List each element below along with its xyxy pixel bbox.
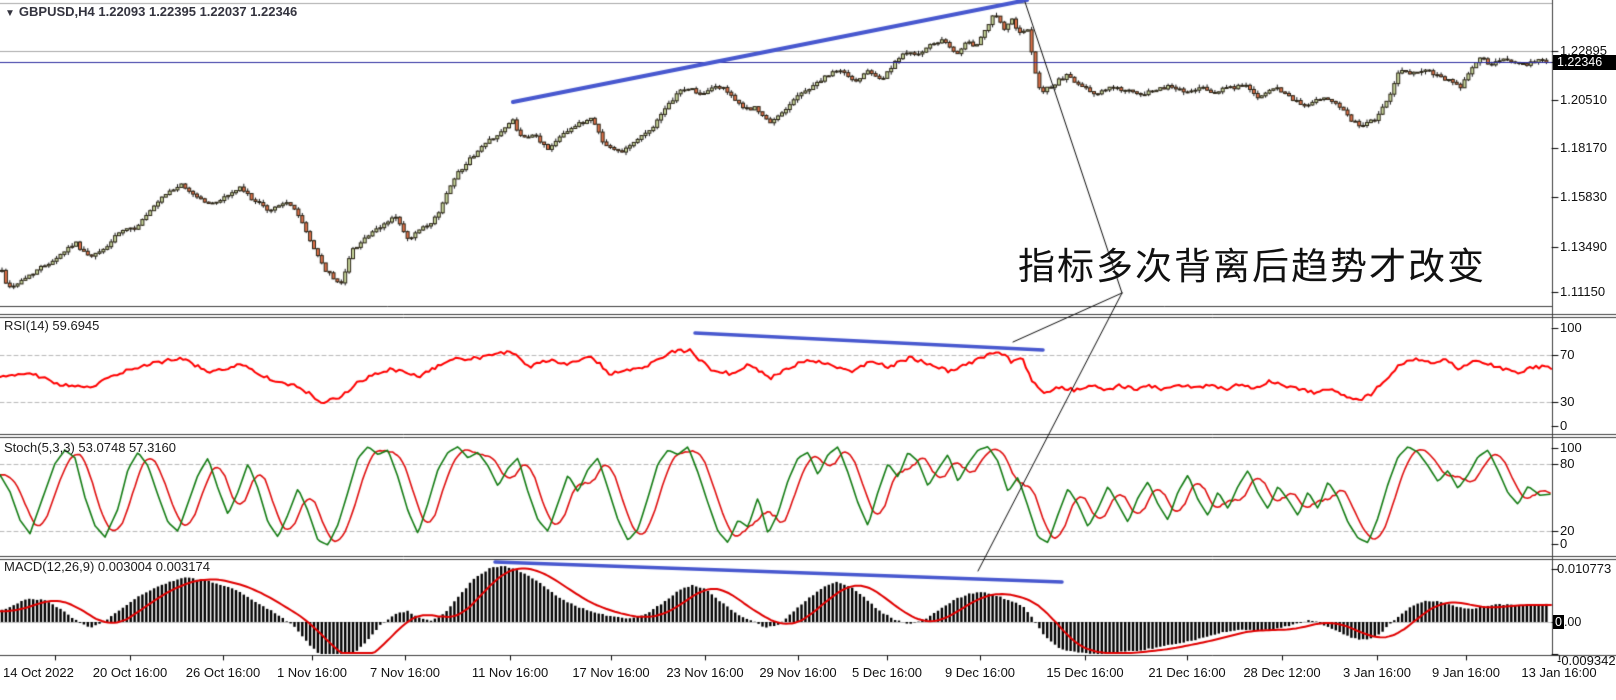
price-axis-label: 1.11150 (1560, 284, 1606, 299)
price-axis-label: 1.15830 (1560, 189, 1607, 204)
stoch-level-label: 20 (1560, 523, 1575, 538)
time-axis-label: 14 Oct 2022 (3, 665, 74, 680)
time-axis-label: 20 Oct 16:00 (92, 665, 168, 680)
price-axis-label: 1.18170 (1560, 140, 1607, 155)
price-axis-label: 1.20510 (1560, 92, 1607, 107)
time-axis-label: 29 Nov 16:00 (759, 665, 837, 680)
time-axis-label: 5 Dec 16:00 (851, 665, 923, 680)
time-axis-label: 9 Jan 16:00 (1432, 665, 1500, 680)
time-axis-label: 26 Oct 16:00 (185, 665, 261, 680)
time-axis-label: 17 Nov 16:00 (572, 665, 650, 680)
symbol-dropdown-icon[interactable]: ▼ (5, 8, 15, 19)
macd-zero-tag: 0.00 (1553, 615, 1582, 629)
rsi-level-label: 0 (1560, 418, 1568, 433)
rsi-level-label: 30 (1560, 394, 1575, 409)
time-axis-label: 3 Jan 16:00 (1343, 665, 1411, 680)
rsi-level-label: 100 (1560, 320, 1582, 335)
time-axis-label: 11 Nov 16:00 (471, 665, 549, 680)
stoch-level-label: 100 (1560, 440, 1582, 455)
macd-level-label: -0.009342 (1557, 653, 1616, 668)
rsi-level-label: 70 (1560, 347, 1575, 362)
price-axis-label: 1.13490 (1560, 239, 1607, 254)
time-axis-label: 7 Nov 16:00 (369, 665, 441, 680)
current-price-tag: 1.22346 (1553, 55, 1616, 70)
price-axis-label: 1.22895 (1560, 43, 1607, 58)
time-axis-label: 9 Dec 16:00 (944, 665, 1016, 680)
time-axis-label: 1 Nov 16:00 (276, 665, 348, 680)
time-axis-label: 15 Dec 16:00 (1046, 665, 1124, 680)
stoch-indicator-label: Stoch(5,3,3) 53.0748 57.3160 (4, 440, 177, 455)
macd-indicator-label: MACD(12,26,9) 0.003004 0.003174 (4, 559, 210, 574)
symbol-header: ▼ GBPUSD,H4 1.22093 1.22395 1.22037 1.223… (5, 4, 297, 19)
stoch-level-label: 80 (1560, 456, 1575, 471)
stoch-level-label: 0 (1560, 536, 1568, 551)
time-axis-label: 23 Nov 16:00 (666, 665, 744, 680)
annotation-text: 指标多次背离后趋势才改变 (1018, 245, 1486, 288)
symbol-ohlc-text: GBPUSD,H4 1.22093 1.22395 1.22037 1.2234… (18, 4, 298, 19)
rsi-indicator-label: RSI(14) 59.6945 (4, 318, 100, 333)
time-axis-label: 13 Jan 16:00 (1521, 665, 1597, 680)
time-axis-label: 21 Dec 16:00 (1148, 665, 1226, 680)
macd-level-label: 0.010773 (1557, 561, 1612, 576)
time-axis-label: 28 Dec 12:00 (1243, 665, 1321, 680)
